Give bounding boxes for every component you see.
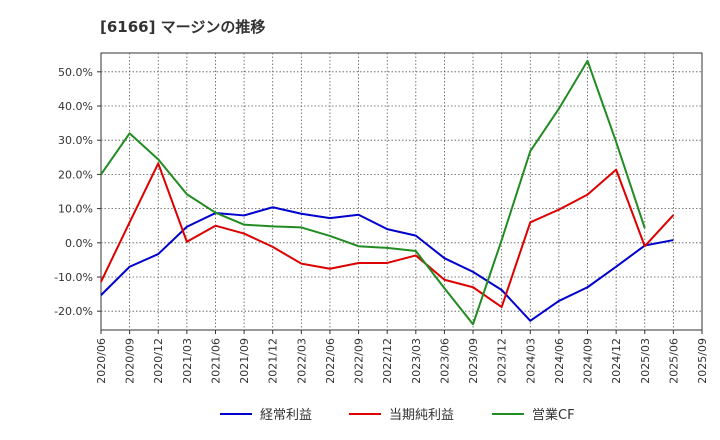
x-tick-label: 2023/12 [496,338,509,384]
chart-title: [6166] マージンの推移 [100,18,266,36]
x-tick-label: 2024/06 [553,338,566,384]
x-tick-label: 2022/12 [381,338,394,384]
y-tick-label: 20.0% [58,168,93,181]
x-tick-label: 2022/06 [324,338,337,384]
x-tick-label: 2023/06 [438,338,451,384]
series-line-営業CF [100,59,646,326]
series-layer [100,59,675,326]
x-axis-ticks: 2020/06 2020/09 2020/12 2021/03 2021/06 2021/… [95,330,709,384]
series-line-経常利益 [100,206,674,322]
series-line-当期純利益 [100,162,675,309]
legend: 経常利益 当期純利益 営業CF [220,407,575,423]
x-tick-label: 2021/06 [209,338,222,384]
y-tick-label: 30.0% [58,134,93,147]
y-axis-ticks: 50.0% 40.0% 30.0% 20.0% 10.0% 0.0% -10.0% -20.0… [54,66,101,318]
y-tick-label: 40.0% [58,100,93,113]
x-tick-label: 2021/12 [267,338,280,384]
x-tick-label: 2020/09 [124,338,137,384]
x-tick-label: 2024/09 [582,338,595,384]
x-tick-label: 2022/09 [353,338,366,384]
x-tick-label: 2025/06 [667,338,680,384]
grid-lines [101,53,702,330]
x-tick-label: 2020/06 [95,338,108,384]
plot-area [100,52,703,331]
y-tick-label: -10.0% [54,271,93,284]
x-tick-label: 2020/12 [152,338,165,384]
x-tick-label: 2025/03 [639,338,652,384]
y-tick-label: -20.0% [54,305,93,318]
x-tick-label: 2023/03 [410,338,423,384]
x-tick-label: 2024/03 [524,338,537,384]
x-tick-label: 2021/03 [181,338,194,384]
x-tick-label: 2021/09 [238,338,251,384]
legend-label: 当期純利益 [389,408,454,423]
y-tick-label: 50.0% [58,66,93,79]
legend-label: 営業CF [532,407,575,423]
legend-label: 経常利益 [260,408,312,423]
y-tick-label: 0.0% [65,237,93,250]
x-tick-label: 2022/03 [295,338,308,384]
x-tick-label: 2023/09 [467,338,480,384]
y-tick-label: 10.0% [58,203,93,216]
x-tick-label: 2024/12 [610,338,623,384]
plot-frame [100,52,703,331]
x-tick-label: 2025/09 [696,338,709,384]
